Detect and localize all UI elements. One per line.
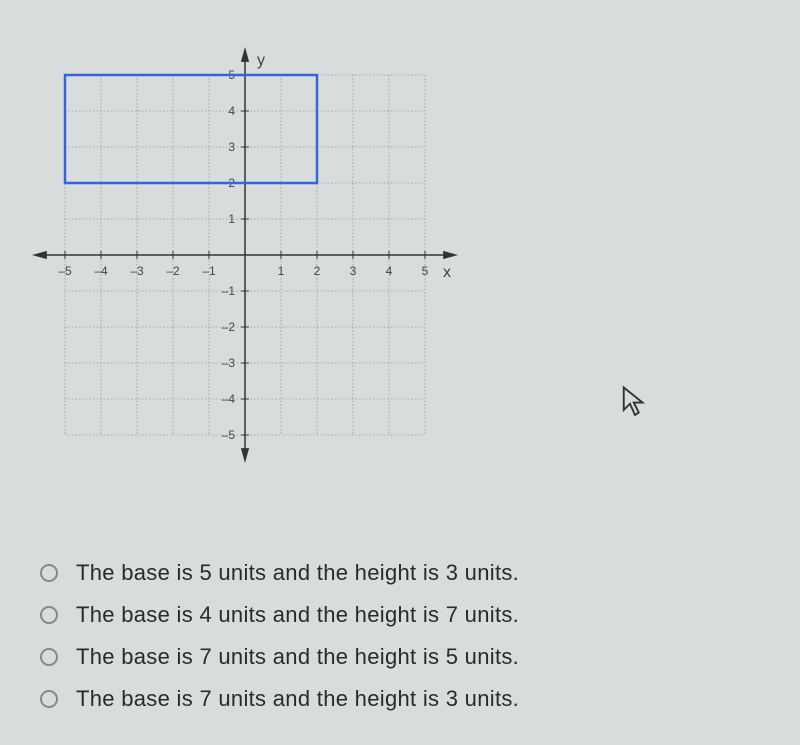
svg-text:4: 4 bbox=[228, 104, 235, 118]
svg-text:–2: –2 bbox=[166, 264, 180, 278]
svg-text:–1: –1 bbox=[202, 264, 216, 278]
svg-text:–1: –1 bbox=[222, 284, 236, 298]
svg-text:–3: –3 bbox=[222, 356, 236, 370]
option-label: The base is 7 units and the height is 5 … bbox=[76, 644, 519, 670]
cursor-icon bbox=[620, 385, 650, 420]
svg-text:3: 3 bbox=[228, 140, 235, 154]
svg-text:–3: –3 bbox=[130, 264, 144, 278]
svg-text:1: 1 bbox=[278, 264, 285, 278]
svg-text:–4: –4 bbox=[222, 392, 236, 406]
svg-text:x: x bbox=[443, 264, 451, 281]
option-4[interactable]: The base is 7 units and the height is 3 … bbox=[40, 686, 760, 712]
svg-text:1: 1 bbox=[228, 212, 235, 226]
svg-text:4: 4 bbox=[386, 264, 393, 278]
option-3[interactable]: The base is 7 units and the height is 5 … bbox=[40, 644, 760, 670]
svg-text:–5: –5 bbox=[58, 264, 72, 278]
radio-icon[interactable] bbox=[40, 648, 58, 666]
coordinate-graph: yx –5–4–3–2–112345–5–4–3–2–112345 bbox=[30, 15, 480, 505]
graph-svg: yx –5–4–3–2–112345–5–4–3–2–112345 bbox=[30, 15, 480, 505]
svg-text:y: y bbox=[257, 52, 265, 69]
svg-text:–2: –2 bbox=[222, 320, 236, 334]
svg-text:–4: –4 bbox=[94, 264, 108, 278]
answer-options: The base is 5 units and the height is 3 … bbox=[40, 560, 760, 728]
svg-text:5: 5 bbox=[422, 264, 429, 278]
radio-icon[interactable] bbox=[40, 564, 58, 582]
svg-text:2: 2 bbox=[314, 264, 321, 278]
option-1[interactable]: The base is 5 units and the height is 3 … bbox=[40, 560, 760, 586]
svg-text:3: 3 bbox=[350, 264, 357, 278]
option-label: The base is 5 units and the height is 3 … bbox=[76, 560, 519, 586]
radio-icon[interactable] bbox=[40, 690, 58, 708]
svg-text:–5: –5 bbox=[222, 428, 236, 442]
radio-icon[interactable] bbox=[40, 606, 58, 624]
option-2[interactable]: The base is 4 units and the height is 7 … bbox=[40, 602, 760, 628]
option-label: The base is 4 units and the height is 7 … bbox=[76, 602, 519, 628]
option-label: The base is 7 units and the height is 3 … bbox=[76, 686, 519, 712]
